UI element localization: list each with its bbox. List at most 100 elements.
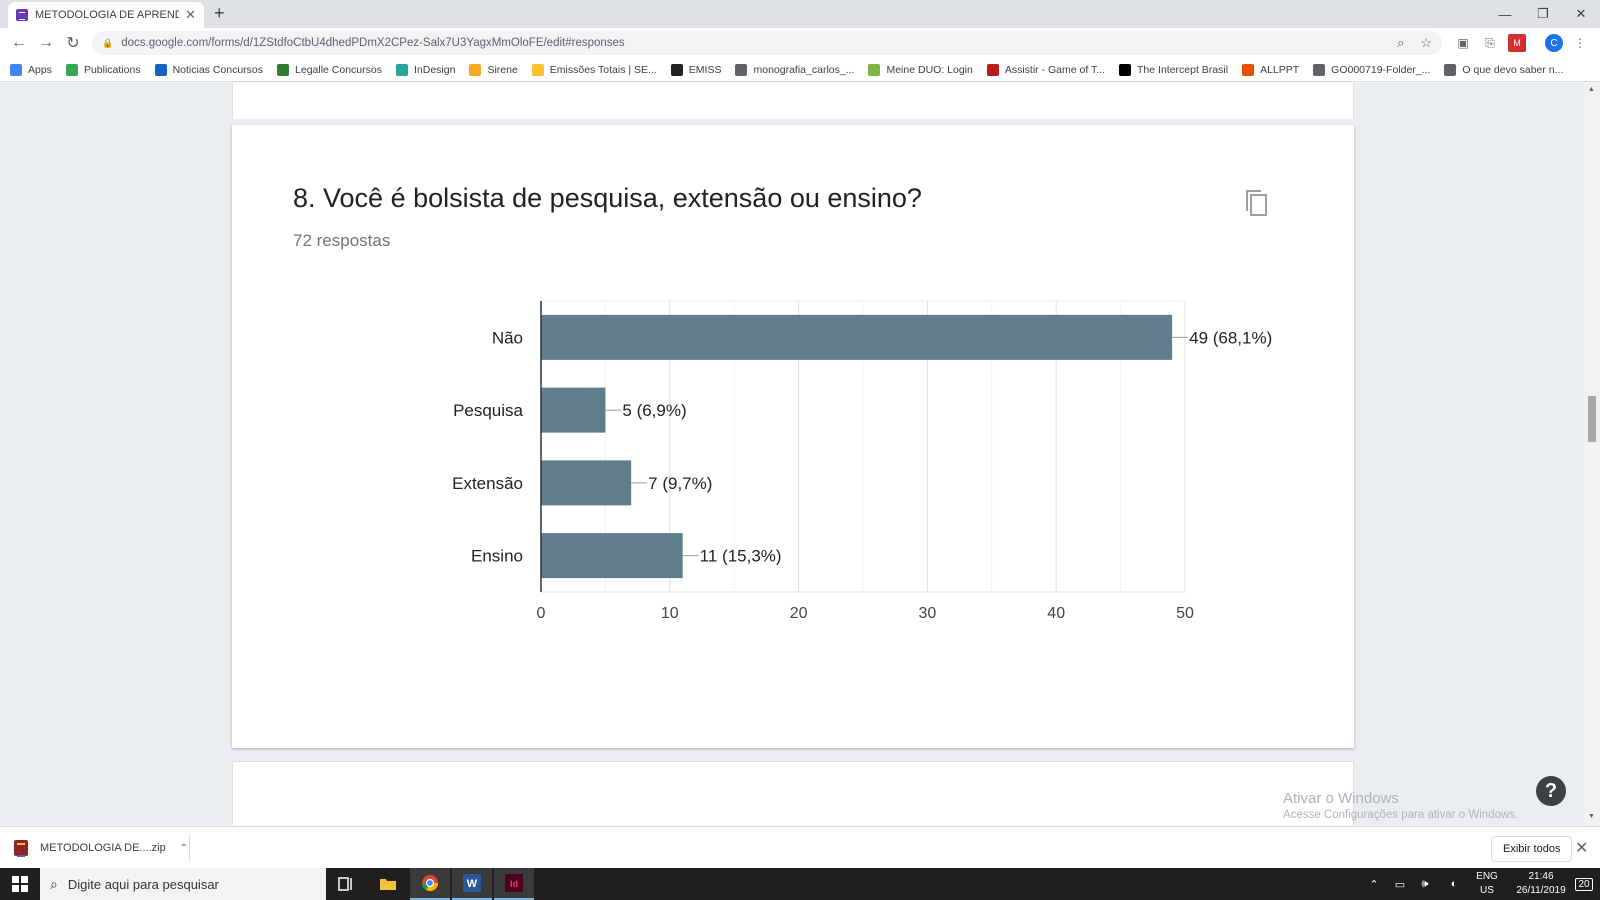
data-label: 7 (9,7%): [648, 474, 712, 493]
search-icon: ⌕: [50, 875, 58, 892]
bookmark-item[interactable]: GO000719-Folder_...: [1313, 63, 1430, 76]
download-filename: METODOLOGIA DE....zip: [40, 842, 166, 854]
chrome-icon[interactable]: [410, 868, 450, 900]
bookmark-item[interactable]: monografia_carlos_...: [735, 63, 854, 76]
clock-date: 26/11/2019: [1516, 885, 1566, 896]
x-tick-label: 50: [1176, 605, 1194, 622]
data-label: 49 (68,1%): [1189, 328, 1272, 347]
browser-toolbar: ← → ↻ 🔒 docs.google.com/forms/d/1ZStdfoC…: [0, 28, 1600, 58]
bookmark-item[interactable]: EMISS: [670, 63, 721, 76]
bookmark-favicon-icon: [531, 63, 544, 76]
tab-strip: METODOLOGIA DE APRENDIZAGEM ✕ + — ❐ ✕: [0, 0, 1600, 28]
volume-icon[interactable]: 🕪: [1421, 877, 1429, 890]
close-download-bar-icon[interactable]: ✕: [1575, 840, 1589, 857]
new-tab-icon[interactable]: +: [214, 3, 225, 23]
weather-icon[interactable]: ◐: [1450, 878, 1458, 890]
scroll-down-icon[interactable]: ▼: [1588, 813, 1595, 820]
svg-text:Id: Id: [510, 879, 518, 889]
browser-tab[interactable]: METODOLOGIA DE APRENDIZAGEM ✕: [8, 2, 204, 28]
bookmark-item[interactable]: Legalle Concursos: [277, 63, 382, 76]
copy-chart-icon[interactable]: [1244, 189, 1270, 219]
bookmark-favicon-icon: [670, 63, 683, 76]
tab-title: METODOLOGIA DE APRENDIZAGEM: [35, 9, 180, 21]
bar: [541, 387, 606, 433]
bookmark-favicon-icon: [395, 63, 408, 76]
bookmark-apps[interactable]: Apps: [10, 63, 52, 76]
word-icon[interactable]: W: [452, 868, 492, 900]
lock-icon: 🔒: [102, 37, 114, 48]
x-tick-label: 20: [790, 605, 808, 622]
bookmark-item[interactable]: The Intercept Brasil: [1119, 63, 1228, 76]
chevron-up-icon[interactable]: ⌃: [179, 842, 189, 854]
extension-clip-icon[interactable]: ⎘: [1485, 35, 1495, 50]
language-indicator[interactable]: ENG US: [1476, 871, 1498, 896]
bookmark-favicon-icon: [986, 63, 999, 76]
bookmark-item[interactable]: InDesign: [395, 63, 455, 76]
bookmark-item[interactable]: Emissões Totais | SE...: [531, 63, 657, 76]
next-card: [232, 761, 1354, 825]
restore-icon[interactable]: ❐: [1537, 6, 1549, 21]
x-tick-label: 10: [661, 605, 679, 622]
bookmark-favicon-icon: [65, 63, 78, 76]
bookmark-favicon-icon: [868, 63, 881, 76]
notifications-icon[interactable]: 20: [1570, 868, 1598, 900]
category-label: Pesquisa: [453, 401, 523, 420]
back-icon[interactable]: ←: [11, 34, 27, 51]
bookmark-favicon-icon: [1242, 63, 1255, 76]
bookmark-item[interactable]: Publications: [65, 63, 141, 76]
bookmark-favicon-icon: [277, 63, 290, 76]
bookmark-star-icon[interactable]: ☆: [1420, 35, 1432, 50]
zoom-icon[interactable]: ⌕: [1397, 35, 1405, 50]
bar-chart: Não 49 (68,1%) Pesquisa 5 (6,9%) Extensão 7 (…: [452, 300, 1272, 622]
bookmark-item[interactable]: Noticias Concursos: [154, 63, 263, 76]
bookmark-favicon-icon: [1444, 63, 1457, 76]
bookmark-favicon-icon: [1119, 63, 1132, 76]
minimize-icon[interactable]: —: [1498, 6, 1512, 22]
forward-icon[interactable]: →: [38, 34, 54, 51]
url-text: docs.google.com/forms/d/1ZStdfoCtbU4dhed…: [121, 37, 625, 49]
page-scrollbar[interactable]: ▲ ▼: [1584, 83, 1600, 825]
network-icon[interactable]: ▭: [1394, 878, 1406, 891]
x-tick-label: 40: [1047, 605, 1065, 622]
data-label: 5 (6,9%): [622, 401, 686, 420]
question-title: 8. Você é bolsista de pesquisa, extensão…: [293, 183, 922, 213]
task-view-icon[interactable]: [326, 868, 366, 900]
bookmark-item[interactable]: Meine DUO: Login: [868, 63, 973, 76]
clock[interactable]: 21:46 26/11/2019: [1506, 868, 1576, 900]
zip-file-icon: [14, 840, 28, 857]
reload-icon[interactable]: ↻: [66, 35, 80, 52]
profile-avatar-icon[interactable]: C: [1545, 34, 1563, 52]
help-icon[interactable]: ?: [1536, 776, 1566, 806]
data-label: 11 (15,3%): [700, 547, 782, 566]
taskbar-search[interactable]: ⌕ Digite aqui para pesquisar: [40, 868, 326, 900]
bookmark-item[interactable]: Sirene: [469, 63, 518, 76]
bookmark-item[interactable]: Assistir - Game of T...: [986, 63, 1105, 76]
page-content: 8. Você é bolsista de pesquisa, extensão…: [0, 83, 1584, 825]
bar: [541, 460, 632, 506]
category-label: Não: [492, 328, 523, 347]
response-count: 72 respostas: [293, 231, 391, 250]
scroll-up-icon[interactable]: ▲: [1588, 86, 1595, 93]
bookmark-favicon-icon: [154, 63, 167, 76]
window-close-icon[interactable]: ✕: [1575, 6, 1587, 21]
tray-overflow-icon[interactable]: ⌃: [1369, 878, 1379, 891]
clock-time: 21:46: [1528, 871, 1554, 882]
scrollbar-thumb[interactable]: [1588, 396, 1596, 442]
taskbar: ⌕ Digite aqui para pesquisar W Id ⌃ ▭ 🕪 …: [0, 868, 1600, 900]
address-bar[interactable]: 🔒 docs.google.com/forms/d/1ZStdfoCtbU4dh…: [92, 31, 1442, 55]
file-explorer-icon[interactable]: [368, 868, 408, 900]
bar: [541, 533, 683, 579]
category-label: Ensino: [471, 547, 523, 566]
tab-close-icon[interactable]: ✕: [185, 7, 196, 22]
menu-kebab-icon[interactable]: ⋮: [1574, 36, 1586, 50]
extension-red-icon[interactable]: M: [1508, 34, 1526, 52]
extension-camera-icon[interactable]: ▣: [1457, 36, 1469, 50]
bar: [541, 314, 1173, 360]
download-item[interactable]: METODOLOGIA DE....zip ⌃: [14, 835, 190, 861]
windows-start-icon[interactable]: [0, 868, 40, 900]
bookmark-item[interactable]: O que devo saber n...: [1444, 63, 1563, 76]
bookmark-item[interactable]: ALLPPT: [1242, 63, 1299, 76]
bookmark-favicon-icon: [735, 63, 748, 76]
show-all-button[interactable]: Exibir todos: [1491, 836, 1573, 862]
indesign-icon[interactable]: Id: [494, 868, 534, 900]
